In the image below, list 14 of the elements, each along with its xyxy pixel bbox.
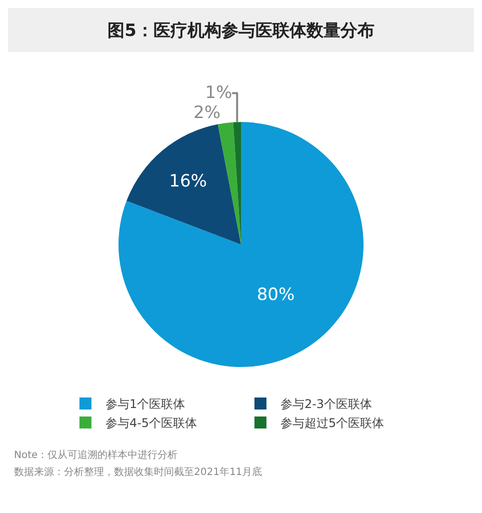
- chart-title: 图5：医疗机构参与医联体数量分布: [8, 8, 474, 52]
- data-label: 80%: [256, 284, 295, 305]
- source-note: 数据来源：分析整理，数据收集时间截至2021年11月底: [14, 466, 264, 480]
- data-label: 2%: [194, 103, 220, 124]
- legend-label: 参与1个医联体: [105, 397, 186, 412]
- pie-slice: [218, 122, 241, 244]
- legend-label: 参与超过5个医联体: [280, 416, 384, 430]
- data-label: 1%: [205, 83, 232, 104]
- pie-slice: [126, 124, 241, 244]
- text: Note：仅从可追溯的样本中进行分析: [14, 448, 179, 463]
- legend-label: 参与4-5个医联体: [105, 416, 198, 430]
- legend-label: 参与2-3个医联体: [280, 397, 372, 412]
- data-label: 16%: [169, 171, 207, 192]
- pie-slice: [118, 122, 364, 367]
